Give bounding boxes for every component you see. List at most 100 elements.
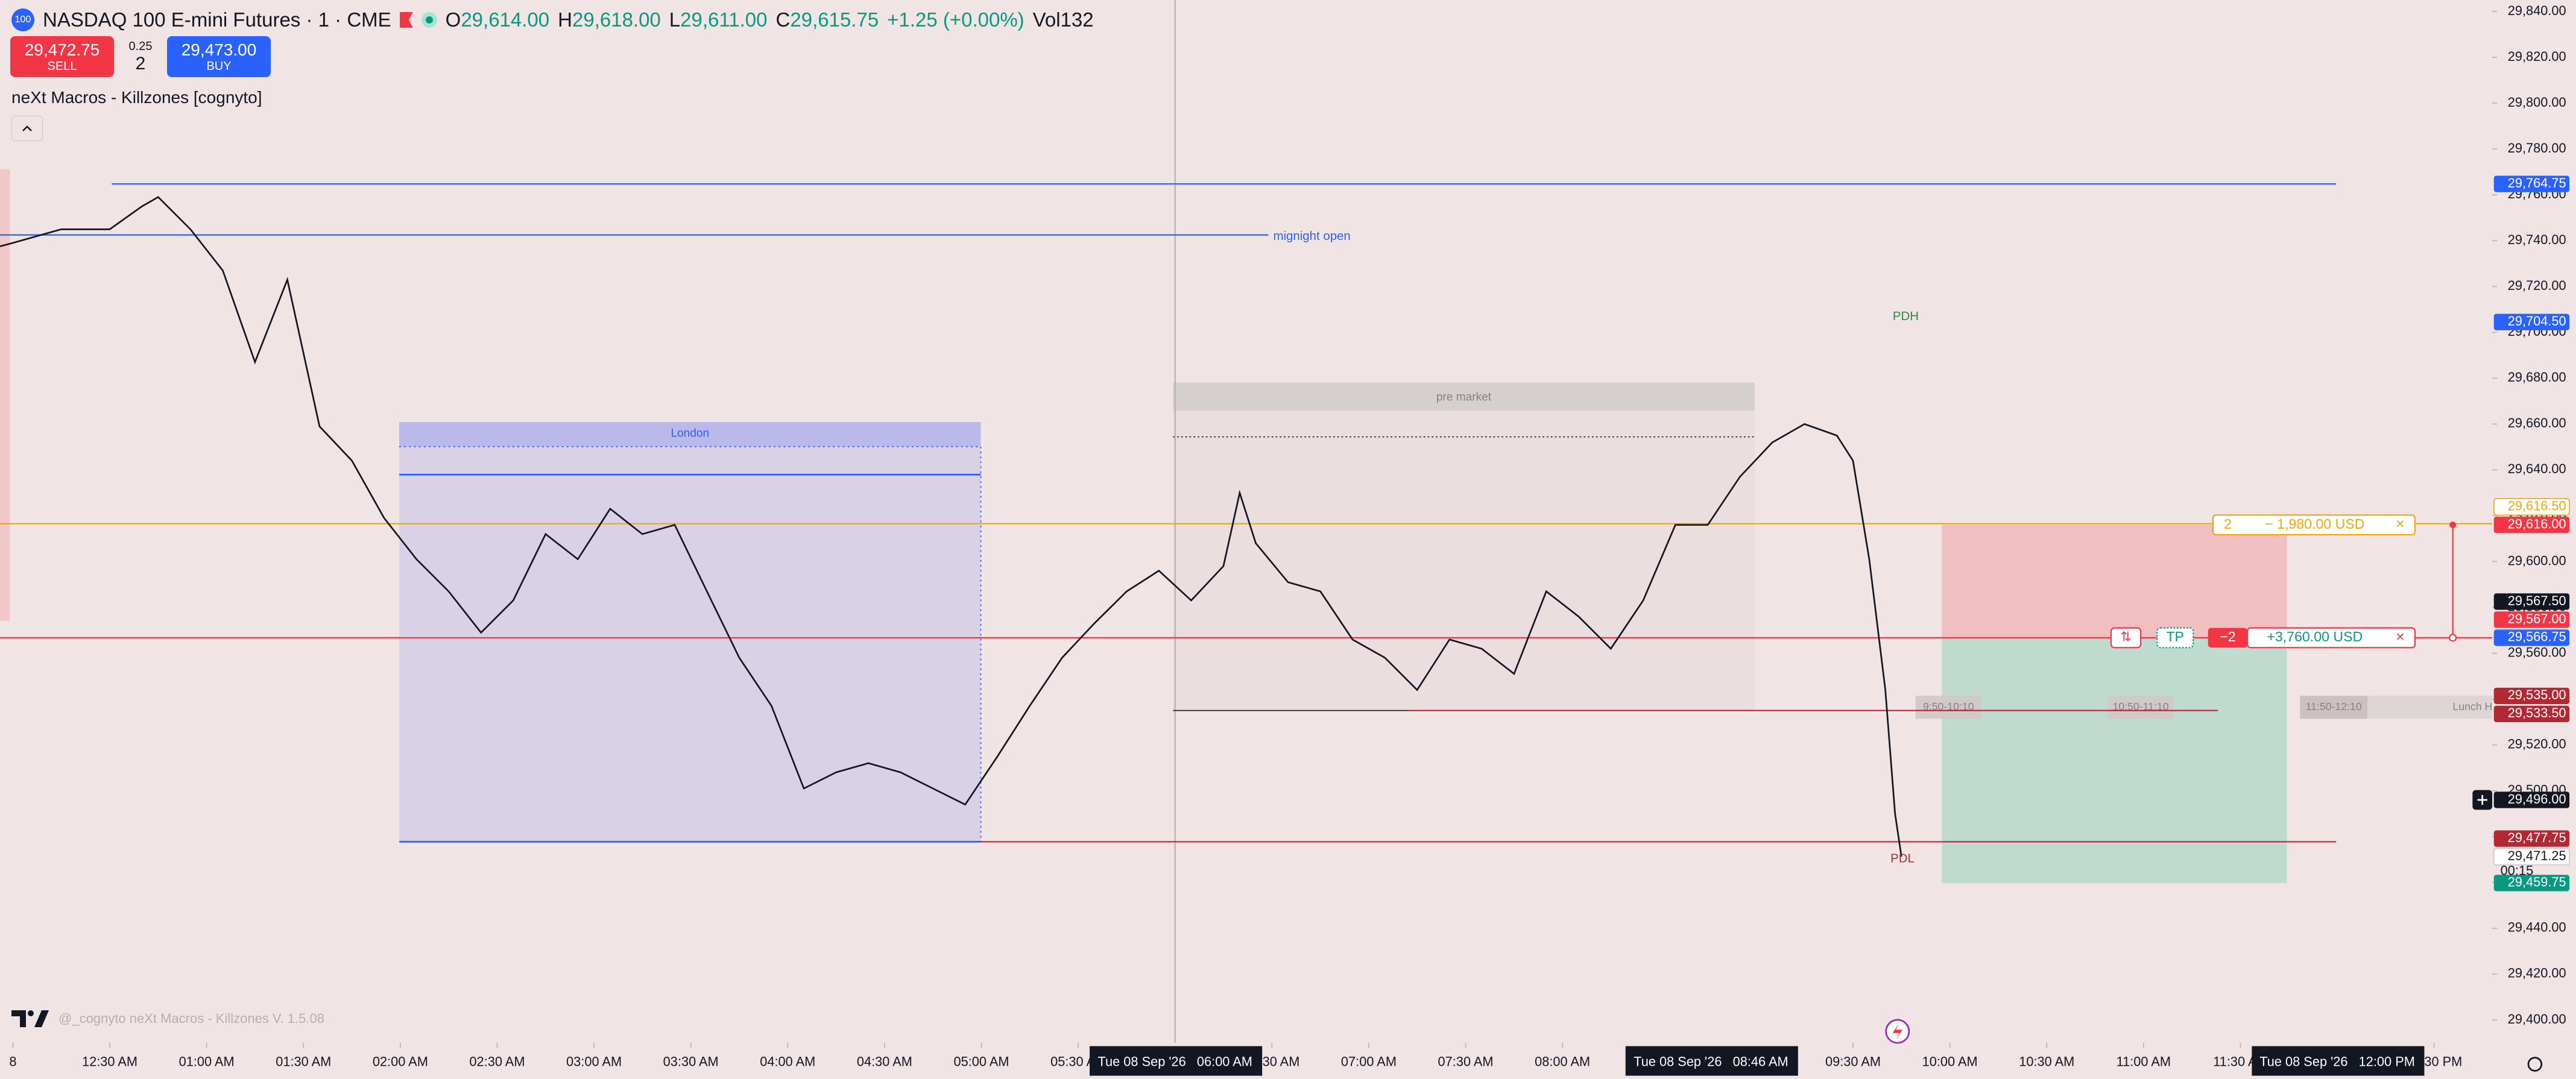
volume: Vol132: [1033, 8, 1094, 31]
killzone-label: 9:50-10:10: [1923, 700, 1974, 713]
ohlc-item: L29,611.00: [669, 8, 768, 31]
price-badge: [2493, 830, 2570, 847]
price-badge-label: 29,567.00: [2508, 611, 2566, 626]
volume-value: 132: [1060, 8, 1094, 31]
countdown: 00:15: [2501, 863, 2534, 878]
buy-button[interactable]: 29,473.00 BUY: [167, 36, 271, 77]
replay-bolt: [1892, 1023, 1902, 1040]
x-tick-label: 12:30 AM: [82, 1054, 137, 1069]
y-tick-label: 29,440.00: [2508, 920, 2566, 935]
price-badge: [2493, 611, 2570, 628]
x-tick-label: 08:00 AM: [1535, 1054, 1590, 1069]
ohlc-key: O: [445, 8, 461, 31]
plus-icon: [2477, 794, 2487, 805]
status-icon: [421, 12, 437, 28]
price-badge-label: 29,566.75: [2508, 629, 2566, 644]
y-tick-label: 29,740.00: [2508, 232, 2566, 247]
y-tick-label: 29,820.00: [2508, 49, 2566, 64]
price-badge: [2493, 175, 2570, 192]
y-tick-label: 29,800.00: [2508, 95, 2566, 110]
x-tick-label: 02:00 AM: [373, 1054, 428, 1069]
y-tick-label: 29,640.00: [2508, 461, 2566, 476]
qty-box[interactable]: 0.25 2: [122, 36, 159, 77]
x-tick-label: 11:00 AM: [2117, 1054, 2171, 1069]
tp-label: TP: [2166, 629, 2184, 644]
x-tick-label: 8: [9, 1054, 16, 1069]
price-line: [0, 196, 1902, 857]
flag-icon[interactable]: [399, 12, 413, 28]
y-tick-label: 29,420.00: [2508, 966, 2566, 981]
price-badge: [2493, 313, 2570, 330]
time-badge: [1090, 1046, 1263, 1076]
price-badge-label: 29,471.25: [2508, 848, 2566, 863]
quantity: 2: [135, 53, 146, 74]
killzone-box: [1915, 696, 1981, 719]
x-tick-label: 09:30 AM: [1825, 1054, 1881, 1069]
price-badge-label: 29,459.75: [2508, 875, 2566, 890]
risk-amount: − 1,980.00 USD: [2265, 516, 2364, 532]
buy-label: BUY: [206, 59, 232, 73]
risk-zone: [1942, 524, 2287, 638]
premarket-header: [1173, 382, 1755, 411]
pdl-label: PDL: [1890, 852, 1915, 865]
y-tick-label: 29,720.00: [2508, 278, 2566, 293]
killzone-box: [2300, 696, 2367, 719]
reward-close: ×: [2396, 629, 2404, 645]
killzone-box: [2367, 696, 2493, 719]
x-tick-label: 01:30 AM: [276, 1054, 331, 1069]
tp-box: [2156, 627, 2194, 649]
ohlc-value: 29,618.00: [572, 8, 661, 31]
price-badge: [2493, 629, 2570, 646]
x-tick-label: 07:00 AM: [1341, 1054, 1397, 1069]
time-badge: [2252, 1046, 2425, 1076]
symbol-icon: 100: [11, 8, 34, 31]
london-header: [399, 422, 981, 447]
collapse-button[interactable]: [11, 116, 43, 141]
london-box: [399, 422, 981, 842]
settings-icon[interactable]: [2527, 1057, 2543, 1072]
reward-label-box: [2247, 627, 2416, 649]
ohlc-key: H: [558, 8, 572, 31]
reward-zone: [1942, 637, 2287, 883]
y-tick-label: 29,560.00: [2508, 644, 2566, 659]
x-tick-label: 04:00 AM: [760, 1054, 815, 1069]
position-handle: [2449, 521, 2457, 529]
price-badge: [2493, 705, 2570, 723]
price-badge-label: 29,533.50: [2508, 705, 2566, 720]
london-label: London: [671, 427, 709, 439]
killzone-label: 11:50-12:10: [2306, 700, 2362, 713]
position-handle: [2449, 634, 2457, 642]
price-badge: [2493, 498, 2570, 516]
trade-panel: 29,472.75 SELL 0.25 2 29,473.00 BUY: [10, 36, 271, 77]
price-badge: [2493, 791, 2570, 808]
x-tick-label: 10:00 AM: [1922, 1054, 1978, 1069]
x-tick-label: 01:00 AM: [179, 1054, 235, 1069]
premarket-box: [1173, 411, 1755, 711]
price-badge: [2493, 517, 2570, 533]
x-tick-label: 04:30 AM: [857, 1054, 912, 1069]
killzone-box: [2107, 696, 2174, 719]
price-badge: [2493, 687, 2570, 705]
x-tick-label: 05:00 AM: [954, 1054, 1009, 1069]
price-badge-label: 29,496.00: [2508, 791, 2566, 807]
ohlc-key: C: [775, 8, 791, 31]
ohlc: O29,614.00 H29,618.00 L29,611.00 C29,615.75: [446, 8, 879, 31]
risk-qty: 2: [2224, 516, 2232, 532]
sell-button[interactable]: 29,472.75 SELL: [10, 36, 114, 77]
price-badge-label: 29,764.75: [2508, 175, 2566, 190]
risk-label-box: [2212, 514, 2416, 536]
left-zone: [0, 169, 10, 621]
killzone-label: Lunch H: [2452, 700, 2492, 713]
sell-label: SELL: [47, 59, 77, 73]
indicator-title[interactable]: neXt Macros - Killzones [cognyto]: [11, 88, 262, 107]
symbol-title[interactable]: NASDAQ 100 E-mini Futures · 1 · CME: [43, 8, 391, 31]
ohlc-item: H29,618.00: [558, 8, 661, 31]
time-badge: [1625, 1046, 1798, 1076]
killzone-label: 10:50-11:10: [2112, 700, 2168, 713]
price-badge: [2493, 848, 2570, 866]
x-tick-label: 02:30 AM: [469, 1054, 525, 1069]
price-badge-label: 29,567.50: [2508, 593, 2566, 608]
price-axis: [2492, 0, 2576, 1079]
position-labels: 2 − 1,980.00 USD × ⇅ TP −2 +3,760.00 USD ×: [2110, 514, 2416, 649]
